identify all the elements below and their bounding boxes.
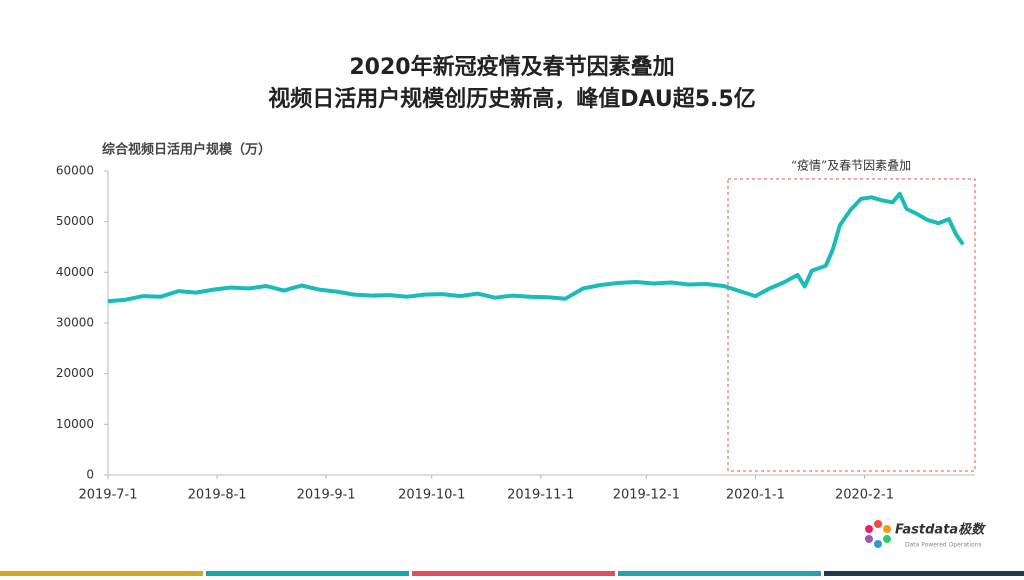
chart-subtitle: 视频日活用户规模创历史新高，峰值DAU超5.5亿 bbox=[268, 86, 755, 112]
y-tick-label: 50000 bbox=[56, 214, 94, 228]
x-tick-label: 2019-11-1 bbox=[507, 488, 574, 503]
x-tick-label: 2020-1-1 bbox=[726, 488, 785, 503]
data-line bbox=[107, 191, 965, 304]
footer-bar bbox=[618, 571, 821, 576]
y-tick-label: 20000 bbox=[56, 366, 94, 380]
annotation-box bbox=[727, 178, 976, 472]
logo-name: Fastdata极数 bbox=[895, 522, 986, 538]
x-tick-label: 2020-2-1 bbox=[835, 488, 894, 503]
x-tick-label: 2019-9-1 bbox=[297, 488, 356, 503]
x-tick-label: 2019-8-1 bbox=[188, 488, 247, 503]
logo-tagline: Data Powered Operations bbox=[905, 542, 982, 549]
annotation: “疫情”及春节因素叠加 bbox=[791, 158, 911, 173]
footer-bar bbox=[0, 571, 203, 576]
y-tick-label: 10000 bbox=[56, 417, 94, 431]
chart-title: 2020年新冠疫情及春节因素叠加 bbox=[349, 54, 674, 80]
x-tick-label: 2019-7-1 bbox=[78, 488, 137, 503]
y-tick-label: 0 bbox=[86, 468, 94, 482]
x-tick-label: 2019-10-1 bbox=[398, 488, 465, 503]
y-tick-label: 30000 bbox=[56, 316, 94, 330]
y-tick-label: 60000 bbox=[56, 164, 94, 178]
footer-bar bbox=[412, 571, 615, 576]
x-tick-label: 2019-12-1 bbox=[613, 488, 680, 503]
footer-bar bbox=[206, 571, 409, 576]
y-axis-label: 综合视频日活用户规模（万） bbox=[102, 142, 271, 158]
logo: Fastdata极数 Data Powered Operations bbox=[865, 520, 986, 549]
footer-bar bbox=[824, 571, 1024, 576]
y-tick-label: 40000 bbox=[56, 265, 94, 279]
